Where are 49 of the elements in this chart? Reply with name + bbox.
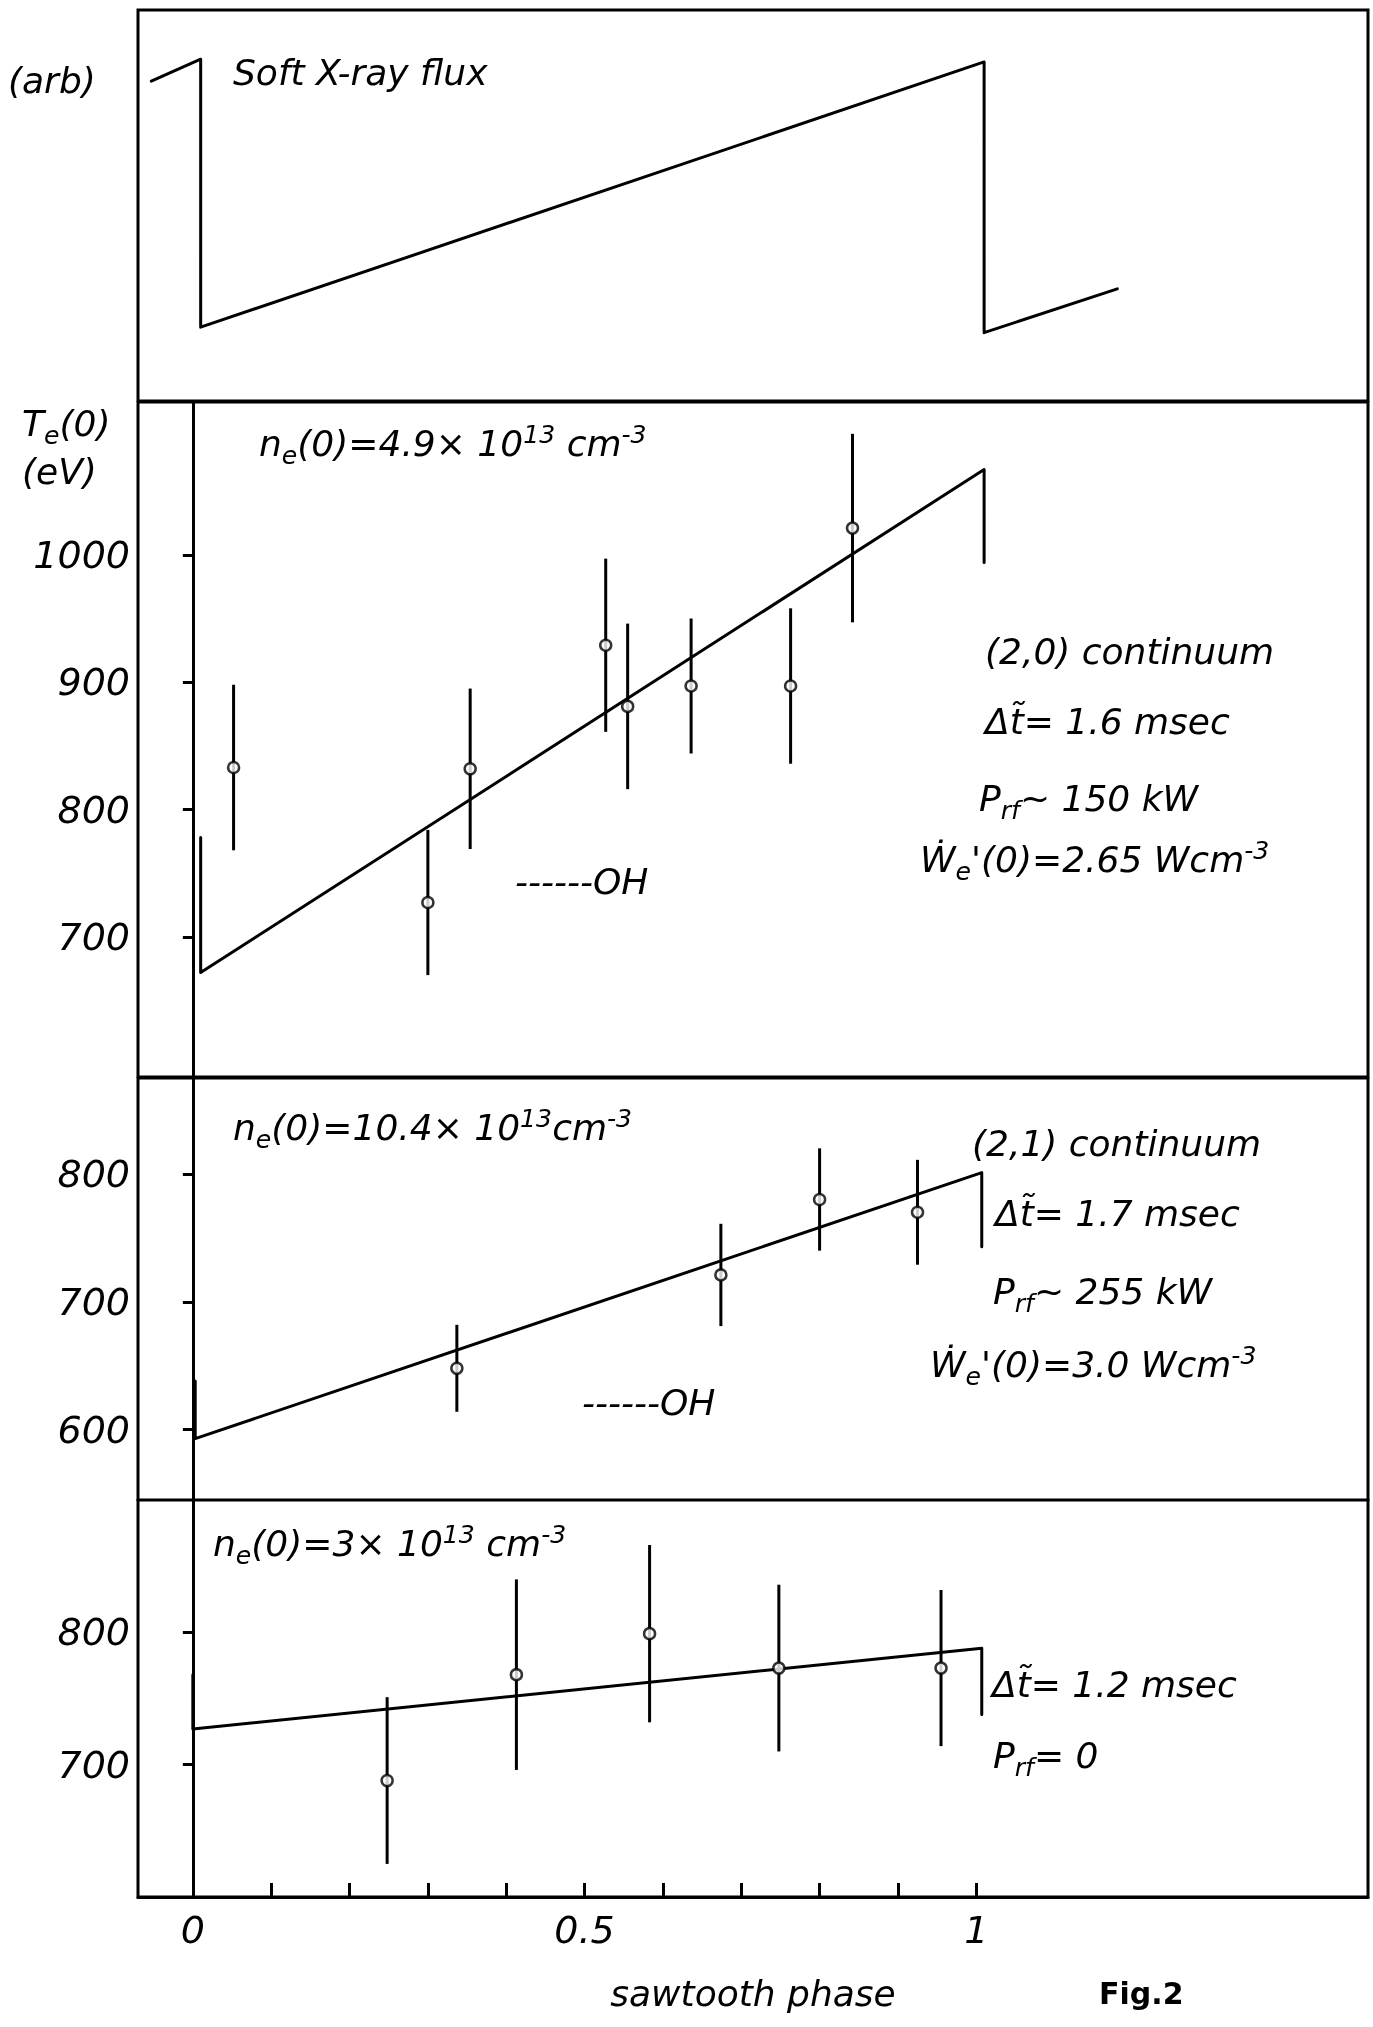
annotation: n$_{e}$(0)=3× 10$^{13}$ cm$^{-3}$ bbox=[213, 1520, 567, 1572]
point bbox=[684, 679, 698, 693]
y-tick-label: 800 bbox=[57, 1151, 130, 1196]
y-tick-label: 900 bbox=[57, 660, 130, 705]
y-tick-label: 700 bbox=[57, 1742, 130, 1787]
point bbox=[934, 1661, 948, 1675]
point bbox=[910, 1205, 925, 1220]
point bbox=[463, 762, 477, 776]
annotation: Ẇ$_{e}$'(0)=2.65 Wcm$^{-3}$ bbox=[920, 836, 1270, 888]
annotation: Ẇ$_{e}$'(0)=3.0 Wcm$^{-3}$ bbox=[930, 1341, 1257, 1393]
annotation: (2,1) continuum bbox=[972, 1123, 1262, 1165]
point bbox=[380, 1773, 394, 1788]
point bbox=[450, 1361, 464, 1376]
point bbox=[772, 1661, 786, 1675]
y-tick-label: 800 bbox=[57, 1610, 130, 1655]
annotation: Δt̃= 1.6 msec bbox=[985, 701, 1230, 743]
annotation: ------OH bbox=[515, 861, 649, 903]
y-tick-label: 700 bbox=[57, 1279, 130, 1324]
y-tick-label: 800 bbox=[57, 787, 130, 832]
point bbox=[783, 679, 798, 693]
point bbox=[226, 760, 241, 775]
x-tick-label: 1 bbox=[964, 1908, 989, 1952]
x-axis-title: sawtooth phase bbox=[610, 1972, 896, 2014]
point bbox=[509, 1667, 524, 1682]
point bbox=[620, 699, 635, 714]
x-tick-label: 0.5 bbox=[554, 1908, 615, 1952]
caption: Fig.2 bbox=[1099, 1976, 1184, 2012]
annotation: ------OH bbox=[582, 1382, 716, 1424]
annotation: n$_{e}$(0)=10.4× 10$^{13}$cm$^{-3}$ bbox=[233, 1104, 633, 1156]
y-axis-title: (arb) bbox=[8, 60, 96, 102]
point bbox=[598, 638, 613, 652]
annotation: (2,0) continuum bbox=[985, 631, 1275, 673]
y-tick-label: 1000 bbox=[33, 532, 130, 577]
chart-title: Soft X-ray flux bbox=[233, 52, 488, 94]
x-tick-label: 0 bbox=[180, 1908, 205, 1952]
point bbox=[714, 1268, 728, 1282]
y-tick-label: 600 bbox=[57, 1407, 130, 1452]
annotation: P$_{rf}$~ 150 kW bbox=[979, 778, 1199, 827]
annotation: P$_{rf}$= 0 bbox=[993, 1735, 1099, 1784]
point bbox=[812, 1192, 827, 1207]
point bbox=[642, 1626, 657, 1641]
y-axis-title: T$_{e}$(0) (eV) bbox=[22, 403, 111, 493]
annotation: n$_{e}$(0)=4.9× 10$^{13}$ cm$^{-3}$ bbox=[259, 420, 647, 472]
annotation: Δt̃= 1.7 msec bbox=[995, 1193, 1240, 1235]
y-tick-label: 700 bbox=[57, 914, 130, 959]
point bbox=[845, 521, 860, 535]
annotation: P$_{rf}$~ 255 kW bbox=[993, 1271, 1213, 1320]
annotation: Δt̃= 1.2 msec bbox=[992, 1664, 1237, 1706]
point bbox=[421, 895, 435, 910]
